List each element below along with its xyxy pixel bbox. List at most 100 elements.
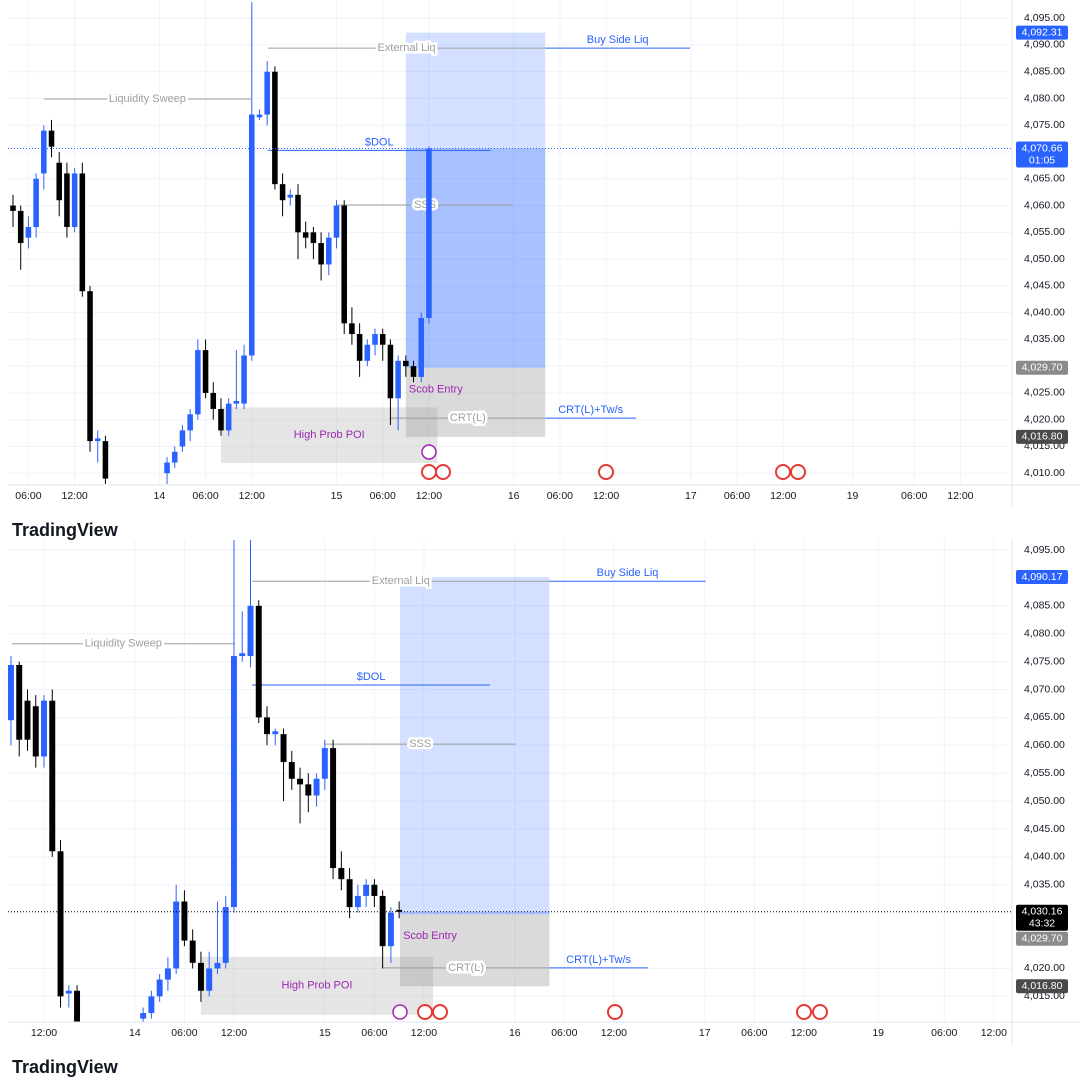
x-tick-label: 14 [129,1027,141,1039]
zone-label: High Prob POI [294,429,365,441]
y-tick-label: 4,010.00 [1024,467,1065,479]
x-tick-label: 12:00 [791,1027,817,1039]
event-icon[interactable] [775,464,791,480]
x-tick-label: 06:00 [547,490,573,502]
candle-body [206,968,213,991]
candle-body [25,226,32,238]
profit-fill [399,911,550,915]
stop-zone [405,367,546,437]
price-tag [1016,904,1068,931]
x-tick-label: 17 [685,490,697,502]
price-tag-label: 4,030.16 [1022,906,1063,918]
candle-body [214,962,221,969]
y-tick-label: 4,045.00 [1024,823,1065,835]
candle-body [379,895,386,947]
plot-area: High Prob POI Scob Entry Liquidity Sweep Ex… [8,0,1012,485]
event-icon[interactable] [421,444,437,460]
x-tick-label: 16 [508,490,520,502]
candle-body [181,901,188,941]
target-zone [399,576,550,915]
candle-body [179,430,186,447]
price-tag [1016,25,1068,40]
zone-label: High Prob POI [282,980,353,992]
candle-body [396,909,403,912]
candle-body [364,344,371,361]
countdown-label: 43:32 [1029,918,1055,930]
price-tag-label: 4,016.80 [1022,980,1063,992]
candle-body [65,990,72,994]
event-icon[interactable] [392,1004,408,1020]
candle-body [379,334,386,345]
event-icon[interactable] [598,464,614,480]
candle-body [288,762,295,779]
y-tick-label: 4,080.00 [1024,628,1065,640]
candle-body [33,178,39,227]
candle-body [17,210,24,244]
candle-body [372,334,378,345]
event-icon[interactable] [607,1004,623,1020]
y-tick-label: 4,050.00 [1024,795,1065,807]
candle-body [255,605,262,718]
x-tick-label: 12:00 [31,1027,57,1039]
x-tick-label: 12:00 [411,1027,437,1039]
candle-body [287,194,294,198]
candle-body [264,717,270,735]
plot-area: High Prob POI Scob Entry Liquidity Sweep Ex… [8,540,1012,1022]
x-tick-label: 12:00 [601,1027,627,1039]
candle-body [349,323,355,335]
chart-panel: High Prob POI Scob Entry Liquidity Sweep Ex… [8,0,1080,540]
candle-body [57,851,64,997]
annotation-label: Liquidity Sweep [85,638,162,650]
candle-body [295,194,301,233]
y-tick-label: 4,025.00 [1024,387,1065,399]
x-tick-label: 06:00 [901,490,927,502]
y-tick-label: 4,020.00 [1024,413,1065,425]
annotation-label: $DOL [365,136,394,148]
y-tick-label: 4,040.00 [1024,851,1065,863]
annotation-label: $DOL [357,671,386,683]
event-icon[interactable] [790,464,806,480]
candle-body [330,748,337,869]
candle-body [102,441,109,479]
candle-body [87,291,93,442]
candle-body [387,912,394,947]
candle-body [256,114,263,118]
event-icon[interactable] [417,1004,433,1020]
candle-body [71,173,78,227]
event-icon[interactable] [432,1004,448,1020]
candle-body [333,205,340,238]
candle-body [410,366,417,377]
event-icon[interactable] [812,1004,828,1020]
candle-body [403,360,409,367]
candle-body [222,907,229,963]
x-tick-label: 12:00 [770,490,796,502]
x-tick-label: 06:00 [171,1027,197,1039]
candle-body [189,940,196,963]
event-icon[interactable] [435,464,451,480]
candle-body [346,879,353,908]
event-icon[interactable] [796,1004,812,1020]
candle-body [41,130,47,174]
brand-logo: TradingView [12,1057,119,1077]
y-tick-label: 4,065.00 [1024,711,1065,723]
y-tick-label: 4,065.00 [1024,173,1065,185]
candle-body [171,451,178,463]
y-tick-label: 4,090.00 [1024,39,1065,51]
x-tick-label: 12:00 [947,490,973,502]
candle-body [56,162,62,201]
candle-body [210,392,217,409]
candle-body [148,996,155,1014]
candle-body [49,700,56,852]
candle-body [195,350,201,415]
candle-body [371,884,378,896]
candle-body [264,71,270,115]
candle-body [64,173,70,227]
candle-body [247,605,254,657]
x-tick-label: 06:00 [741,1027,767,1039]
event-icon[interactable] [421,464,437,480]
price-tag-label: 4,029.70 [1022,362,1063,374]
position-label: Scob Entry [409,384,463,396]
y-tick-label: 4,055.00 [1024,767,1065,779]
x-tick-label: 06:00 [551,1027,577,1039]
candle-body [94,438,101,442]
